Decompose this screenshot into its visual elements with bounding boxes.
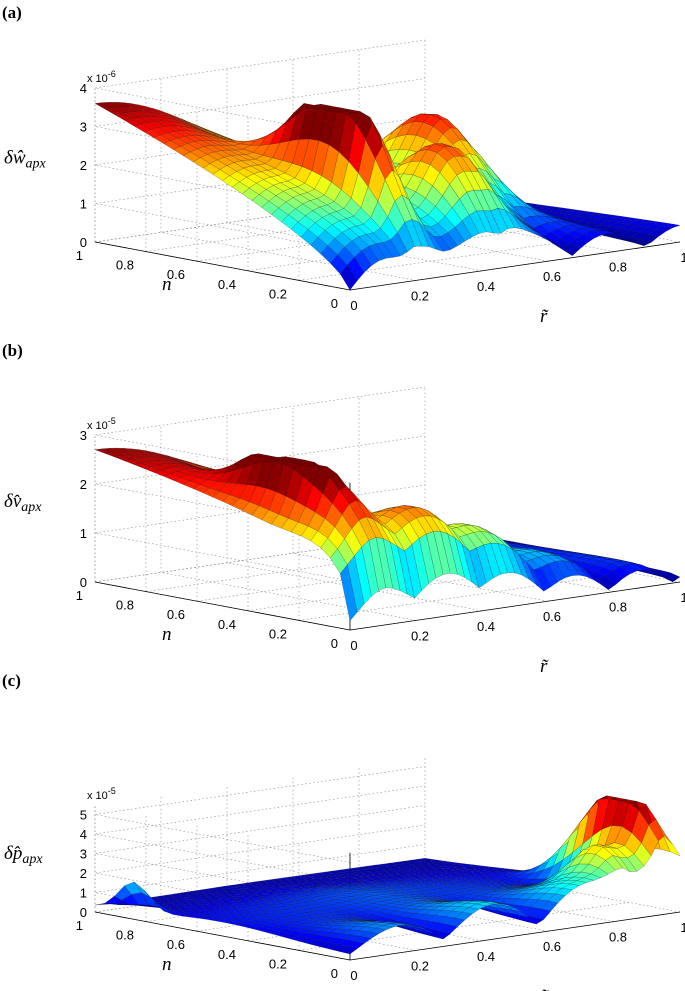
x-tick-label: 1 — [680, 250, 685, 265]
x-tick-label: 0.2 — [411, 958, 429, 973]
z-tick-label: 2 — [80, 866, 87, 881]
y-tick-label: 0 — [331, 966, 338, 981]
x-tick-label: 0.6 — [543, 939, 561, 954]
y-tick-label: 0.2 — [269, 626, 287, 641]
surface-mesh — [94, 795, 681, 955]
y-axis-label: n — [162, 274, 172, 295]
panel-label: (c) — [2, 671, 21, 690]
z-tick-label: 1 — [80, 886, 87, 901]
y-axis-label: n — [162, 954, 172, 975]
z-tick-label: 1 — [80, 197, 87, 212]
z-tick-label: 2 — [80, 158, 87, 173]
y-tick-label: 0 — [331, 636, 338, 651]
x-tick-label: 0.2 — [411, 288, 429, 303]
x-tick-label: 0.2 — [411, 628, 429, 643]
z-tick-label: 0 — [80, 575, 87, 590]
x-tick-label: 1 — [680, 590, 685, 605]
y-tick-label: 0.6 — [167, 267, 185, 282]
surface-mesh — [94, 447, 681, 622]
z-tick-label: 4 — [80, 827, 87, 842]
y-axis-label: n — [162, 624, 172, 645]
y-tick-label: 0.8 — [116, 928, 134, 943]
z-axis-label: δp̂apx — [4, 843, 43, 867]
z-tick-label: 2 — [80, 477, 87, 492]
x-tick-label: 1 — [680, 920, 685, 935]
x-axis-label: r̃ — [540, 656, 549, 677]
surface-patch — [662, 834, 681, 857]
y-tick-label: 0.4 — [218, 947, 236, 962]
x-tick-label: 0 — [350, 968, 357, 983]
y-tick-label: 0.8 — [116, 258, 134, 273]
x-tick-label: 0.6 — [543, 609, 561, 624]
surface-patch — [662, 572, 681, 583]
y-tick-label: 0.2 — [269, 286, 287, 301]
y-tick-label: 0.4 — [218, 277, 236, 292]
y-tick-label: 1 — [76, 918, 83, 933]
z-axis-label: δŵapx — [4, 147, 47, 171]
z-tick-label: 3 — [80, 120, 87, 135]
panel-label: (b) — [2, 341, 23, 360]
x-tick-label: 0 — [350, 298, 357, 313]
z-multiplier: x 10-5 — [87, 416, 116, 432]
z-axis-label: δv̂apx — [4, 491, 42, 515]
y-tick-label: 1 — [76, 248, 83, 263]
x-tick-label: 0.4 — [477, 279, 495, 294]
y-tick-label: 0 — [331, 296, 338, 311]
x-tick-label: 0.8 — [609, 260, 627, 275]
y-tick-label: 0.4 — [218, 617, 236, 632]
y-tick-label: 0.6 — [167, 937, 185, 952]
y-tick-label: 0.2 — [269, 956, 287, 971]
x-tick-label: 0.8 — [609, 600, 627, 615]
x-tick-label: 0.4 — [477, 949, 495, 964]
x-tick-label: 0.4 — [477, 619, 495, 634]
z-tick-label: 3 — [80, 847, 87, 862]
z-tick-label: 1 — [80, 526, 87, 541]
z-tick-label: 0 — [80, 905, 87, 920]
z-tick-label: 5 — [80, 808, 87, 823]
x-axis-label: r̃ — [540, 306, 549, 327]
z-tick-label: 0 — [80, 235, 87, 250]
x-tick-label: 0.6 — [543, 269, 561, 284]
z-multiplier: x 10-5 — [87, 786, 116, 802]
x-tick-label: 0 — [350, 638, 357, 653]
z-multiplier: x 10-6 — [87, 69, 116, 85]
y-tick-label: 1 — [76, 588, 83, 603]
y-tick-label: 0.6 — [167, 607, 185, 622]
z-tick-label: 4 — [80, 81, 87, 96]
surface-patch — [662, 223, 681, 228]
surface-mesh — [94, 102, 681, 291]
z-tick-label: 3 — [80, 428, 87, 443]
panel-label: (a) — [2, 3, 22, 22]
x-axis-label: r̃ — [540, 986, 549, 991]
y-tick-label: 0.8 — [116, 598, 134, 613]
x-tick-label: 0.8 — [609, 930, 627, 945]
